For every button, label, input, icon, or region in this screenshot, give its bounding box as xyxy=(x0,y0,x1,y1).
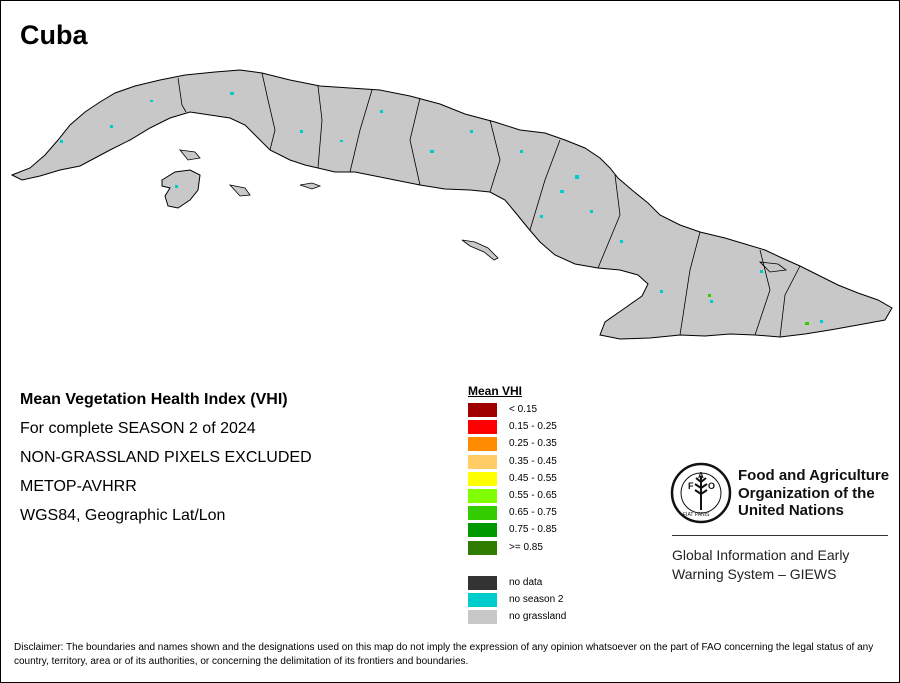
legend-special: no data no season 2 no grassland xyxy=(468,574,566,626)
cuba-main-island xyxy=(10,69,893,340)
disclaimer: Disclaimer: The boundaries and names sho… xyxy=(14,642,874,667)
legend-special-swatch xyxy=(468,592,497,607)
legend-special-swatch xyxy=(468,575,497,590)
legend-class-swatch xyxy=(468,454,497,469)
giews-line-2: Warning System – GIEWS xyxy=(672,566,837,582)
fao-emblem-icon: F A O FIAT PANIS xyxy=(670,462,732,524)
org-name-line-2: Organization of the xyxy=(738,484,875,502)
legend-special-label: no data xyxy=(509,576,543,588)
emblem-letter-o: O xyxy=(708,481,715,491)
legend-class-swatch xyxy=(468,471,497,486)
legend-special-row: no data xyxy=(468,574,542,591)
legend-class-swatch xyxy=(468,540,497,555)
giews-line-1: Global Information and Early xyxy=(672,547,850,563)
no-season-pixels xyxy=(60,92,823,323)
info-line-sensor: METOP-AVHRR xyxy=(20,478,137,495)
legend-class-label: 0.35 - 0.45 xyxy=(509,455,557,467)
legend-class-swatch xyxy=(468,437,497,452)
legend-class-swatch xyxy=(468,523,497,538)
legend-class-swatch xyxy=(468,403,497,417)
legend-class-row: 0.55 - 0.65 xyxy=(468,487,557,504)
info-line-season: For complete SEASON 2 of 2024 xyxy=(20,420,256,437)
legend-classes: < 0.15 0.15 - 0.25 0.25 - 0.35 0.35 - 0.45 0… xyxy=(468,401,557,556)
legend-special-label: no season 2 xyxy=(509,593,564,605)
legend-class-row: 0.15 - 0.25 xyxy=(468,418,557,435)
legend-class-row: >= 0.85 xyxy=(468,539,543,556)
emblem-letter-f: F xyxy=(688,481,694,491)
legend-special-row: no season 2 xyxy=(468,591,564,608)
legend-class-label: 0.15 - 0.25 xyxy=(509,421,557,433)
legend-class-row: 0.65 - 0.75 xyxy=(468,504,557,521)
legend-class-label: 0.75 - 0.85 xyxy=(509,524,557,536)
logo-divider xyxy=(672,535,888,536)
legend: Mean VHI < 0.15 0.15 - 0.25 0.25 - 0.35 0.3… xyxy=(468,384,566,626)
legend-class-row: 0.45 - 0.55 xyxy=(468,470,557,487)
map-info: Mean Vegetation Health Index (VHI) For c… xyxy=(20,390,312,535)
legend-class-label: >= 0.85 xyxy=(509,541,543,553)
legend-class-label: 0.55 - 0.65 xyxy=(509,489,557,501)
info-line-projection: WGS84, Geographic Lat/Lon xyxy=(20,507,226,524)
legend-special-label: no grassland xyxy=(509,611,567,623)
province-boundaries xyxy=(177,72,801,338)
legend-title: Mean VHI xyxy=(468,384,523,398)
legend-special-row: no grassland xyxy=(468,608,566,625)
isla-de-la-juventud xyxy=(161,169,201,209)
legend-class-row: 0.25 - 0.35 xyxy=(468,435,557,452)
org-name-line-1: Food and Agriculture xyxy=(738,467,890,484)
legend-class-label: 0.25 - 0.35 xyxy=(509,438,557,450)
legend-class-swatch xyxy=(468,420,497,435)
legend-class-row: 0.75 - 0.85 xyxy=(468,521,557,538)
legend-class-swatch xyxy=(468,506,497,521)
info-line-mask: NON-GRASSLAND PIXELS EXCLUDED xyxy=(20,449,312,466)
fao-org-name: Food and Agriculture Organization of the… xyxy=(738,467,889,520)
legend-class-row: < 0.15 xyxy=(468,401,537,418)
emblem-motto: FIAT PANIS xyxy=(683,512,710,518)
cuba-map xyxy=(10,69,893,340)
map-title: Cuba xyxy=(20,20,88,50)
legend-class-label: 0.45 - 0.55 xyxy=(509,472,557,484)
legend-special-swatch xyxy=(468,610,497,625)
legend-class-label: < 0.15 xyxy=(509,404,538,415)
info-line-index: Mean Vegetation Health Index (VHI) xyxy=(20,391,288,408)
emblem-letter-a: A xyxy=(698,471,704,480)
legend-class-swatch xyxy=(468,488,497,503)
legend-class-row: 0.35 - 0.45 xyxy=(468,453,557,470)
legend-class-label: 0.65 - 0.75 xyxy=(509,507,557,519)
org-name-line-3: United Nations xyxy=(738,502,844,519)
giews-name: Global Information and Early Warning Sys… xyxy=(672,546,849,584)
vhi-green-pixels xyxy=(708,294,809,325)
cays xyxy=(179,149,788,273)
